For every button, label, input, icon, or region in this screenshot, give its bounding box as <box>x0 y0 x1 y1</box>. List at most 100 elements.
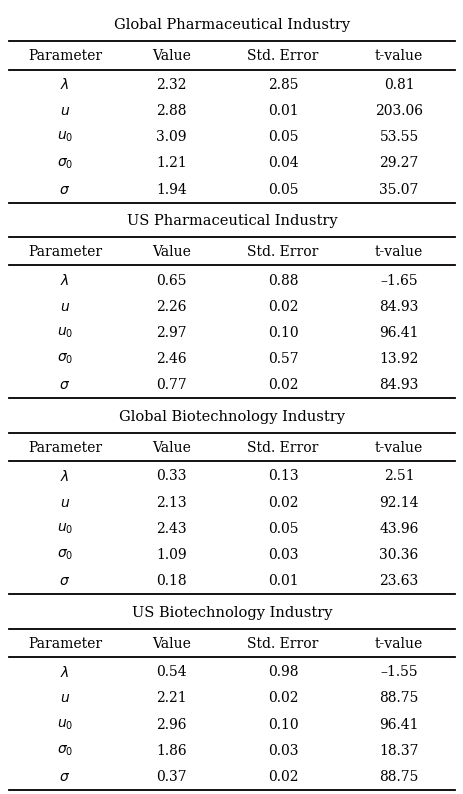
Text: 0.57: 0.57 <box>267 353 298 366</box>
Text: 2.26: 2.26 <box>156 300 187 314</box>
Text: 0.02: 0.02 <box>267 378 298 392</box>
Text: –1.55: –1.55 <box>379 665 417 680</box>
Text: 0.05: 0.05 <box>267 130 298 145</box>
Text: t-value: t-value <box>374 49 422 64</box>
Text: Value: Value <box>152 49 191 64</box>
Text: 1.09: 1.09 <box>156 548 187 562</box>
Text: Parameter: Parameter <box>28 441 102 455</box>
Text: 0.65: 0.65 <box>156 274 187 287</box>
Text: 0.88: 0.88 <box>267 274 298 287</box>
Text: 0.04: 0.04 <box>267 156 298 171</box>
Text: $u_0$: $u_0$ <box>56 130 73 145</box>
Text: Std. Error: Std. Error <box>247 637 318 651</box>
Text: $u$: $u$ <box>60 104 70 118</box>
Text: $u_0$: $u_0$ <box>56 522 73 536</box>
Text: 0.01: 0.01 <box>267 104 298 118</box>
Text: 0.81: 0.81 <box>383 78 413 92</box>
Text: Std. Error: Std. Error <box>247 441 318 455</box>
Text: $\sigma$: $\sigma$ <box>59 770 70 784</box>
Text: 96.41: 96.41 <box>378 326 418 340</box>
Text: 13.92: 13.92 <box>379 353 418 366</box>
Text: 0.01: 0.01 <box>267 574 298 588</box>
Text: $\sigma$: $\sigma$ <box>59 378 70 392</box>
Text: 0.02: 0.02 <box>267 300 298 314</box>
Text: Std. Error: Std. Error <box>247 49 318 64</box>
Text: $\sigma_0$: $\sigma_0$ <box>56 548 73 562</box>
Text: 88.75: 88.75 <box>379 692 418 705</box>
Text: t-value: t-value <box>374 245 422 260</box>
Text: Value: Value <box>152 245 191 260</box>
Text: US Pharmaceutical Industry: US Pharmaceutical Industry <box>126 214 337 228</box>
Text: 23.63: 23.63 <box>379 574 418 588</box>
Text: 2.46: 2.46 <box>156 353 187 366</box>
Text: 0.10: 0.10 <box>267 326 298 340</box>
Text: 0.05: 0.05 <box>267 522 298 536</box>
Text: US Biotechnology Industry: US Biotechnology Industry <box>131 606 332 620</box>
Text: 30.36: 30.36 <box>379 548 418 562</box>
Text: 2.43: 2.43 <box>156 522 187 536</box>
Text: 2.97: 2.97 <box>156 326 187 340</box>
Text: 18.37: 18.37 <box>378 744 418 757</box>
Text: 0.54: 0.54 <box>156 665 187 680</box>
Text: Std. Error: Std. Error <box>247 245 318 260</box>
Text: 88.75: 88.75 <box>379 770 418 784</box>
Text: 1.86: 1.86 <box>156 744 187 757</box>
Text: 0.33: 0.33 <box>156 469 187 484</box>
Text: $\lambda$: $\lambda$ <box>60 469 69 484</box>
Text: Global Biotechnology Industry: Global Biotechnology Industry <box>119 410 344 424</box>
Text: t-value: t-value <box>374 637 422 651</box>
Text: 0.03: 0.03 <box>267 548 298 562</box>
Text: 92.14: 92.14 <box>378 495 418 510</box>
Text: 0.02: 0.02 <box>267 495 298 510</box>
Text: 35.07: 35.07 <box>379 183 418 196</box>
Text: 0.37: 0.37 <box>156 770 187 784</box>
Text: 0.10: 0.10 <box>267 718 298 731</box>
Text: $u_0$: $u_0$ <box>56 718 73 732</box>
Text: 3.09: 3.09 <box>156 130 187 145</box>
Text: $u_0$: $u_0$ <box>56 326 73 340</box>
Text: $\lambda$: $\lambda$ <box>60 77 69 92</box>
Text: $\lambda$: $\lambda$ <box>60 273 69 288</box>
Text: 1.21: 1.21 <box>156 156 187 171</box>
Text: 0.03: 0.03 <box>267 744 298 757</box>
Text: 2.88: 2.88 <box>156 104 187 118</box>
Text: 0.05: 0.05 <box>267 183 298 196</box>
Text: 84.93: 84.93 <box>379 378 418 392</box>
Text: 84.93: 84.93 <box>379 300 418 314</box>
Text: 0.02: 0.02 <box>267 692 298 705</box>
Text: Parameter: Parameter <box>28 637 102 651</box>
Text: 2.13: 2.13 <box>156 495 187 510</box>
Text: 2.51: 2.51 <box>383 469 413 484</box>
Text: 0.13: 0.13 <box>267 469 298 484</box>
Text: 29.27: 29.27 <box>379 156 418 171</box>
Text: 43.96: 43.96 <box>379 522 418 536</box>
Text: 2.96: 2.96 <box>156 718 187 731</box>
Text: 2.21: 2.21 <box>156 692 187 705</box>
Text: $\sigma$: $\sigma$ <box>59 183 70 196</box>
Text: t-value: t-value <box>374 441 422 455</box>
Text: Value: Value <box>152 441 191 455</box>
Text: Parameter: Parameter <box>28 49 102 64</box>
Text: $u$: $u$ <box>60 692 70 705</box>
Text: Value: Value <box>152 637 191 651</box>
Text: –1.65: –1.65 <box>379 274 417 287</box>
Text: $\sigma_0$: $\sigma_0$ <box>56 352 73 366</box>
Text: 53.55: 53.55 <box>379 130 418 145</box>
Text: Global Pharmaceutical Industry: Global Pharmaceutical Industry <box>114 18 349 33</box>
Text: 2.32: 2.32 <box>156 78 187 92</box>
Text: $\lambda$: $\lambda$ <box>60 665 69 680</box>
Text: 203.06: 203.06 <box>374 104 422 118</box>
Text: 0.18: 0.18 <box>156 574 187 588</box>
Text: 96.41: 96.41 <box>378 718 418 731</box>
Text: 0.77: 0.77 <box>156 378 187 392</box>
Text: 2.85: 2.85 <box>267 78 298 92</box>
Text: 0.98: 0.98 <box>267 665 298 680</box>
Text: Parameter: Parameter <box>28 245 102 260</box>
Text: $u$: $u$ <box>60 495 70 510</box>
Text: $\sigma$: $\sigma$ <box>59 574 70 588</box>
Text: 1.94: 1.94 <box>156 183 187 196</box>
Text: $\sigma_0$: $\sigma_0$ <box>56 156 73 171</box>
Text: $u$: $u$ <box>60 300 70 314</box>
Text: 0.02: 0.02 <box>267 770 298 784</box>
Text: $\sigma_0$: $\sigma_0$ <box>56 744 73 758</box>
